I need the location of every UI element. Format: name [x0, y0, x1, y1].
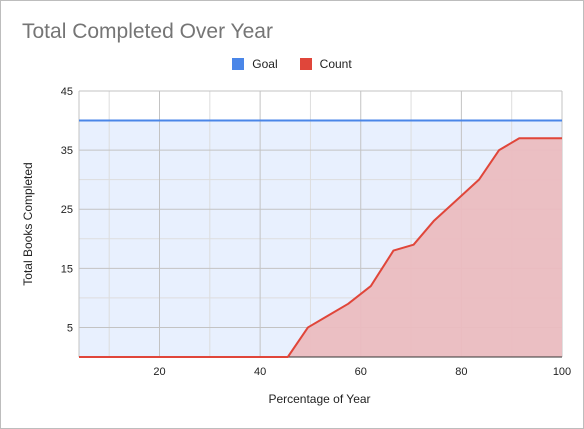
line-layer — [79, 119, 562, 358]
y-tick-label: 5 — [67, 322, 73, 334]
legend-label-count: Count — [319, 57, 352, 71]
legend-item-count[interactable]: Count — [299, 57, 352, 71]
series-line-count — [79, 137, 562, 358]
x-tick-label: 80 — [455, 366, 467, 378]
x-tick-label: 100 — [553, 366, 571, 378]
x-tick-label: 20 — [153, 366, 165, 378]
x-tick-label: 60 — [355, 366, 367, 378]
area-layer — [79, 138, 562, 357]
legend-swatch-goal — [232, 58, 245, 70]
chart-title: Total Completed Over Year — [22, 20, 273, 43]
y-tick-label: 25 — [61, 204, 73, 216]
x-axis-label: Percentage of Year — [268, 392, 370, 406]
chart-legend: Goal Count — [0, 57, 584, 71]
y-tick-label: 45 — [61, 86, 73, 98]
count-area — [79, 138, 562, 357]
y-tick-label: 35 — [61, 145, 73, 157]
y-tick-label: 15 — [61, 263, 73, 275]
x-tick-label: 40 — [254, 366, 266, 378]
legend-swatch-count — [299, 58, 312, 70]
legend-item-goal[interactable]: Goal — [232, 57, 278, 71]
y-axis-label: Total Books Completed — [21, 162, 35, 285]
tick-layer: 20 40 60 80 100 5 15 25 35 45 — [61, 86, 571, 378]
legend-label-goal: Goal — [252, 57, 278, 71]
